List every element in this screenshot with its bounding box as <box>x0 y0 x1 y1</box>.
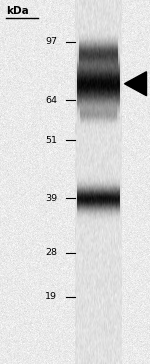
Text: 39: 39 <box>45 194 57 203</box>
Text: kDa: kDa <box>6 6 29 16</box>
Text: 64: 64 <box>45 96 57 104</box>
Text: 97: 97 <box>45 37 57 46</box>
Text: 51: 51 <box>45 136 57 145</box>
Text: 28: 28 <box>45 249 57 257</box>
Text: 19: 19 <box>45 292 57 301</box>
Polygon shape <box>124 72 147 96</box>
